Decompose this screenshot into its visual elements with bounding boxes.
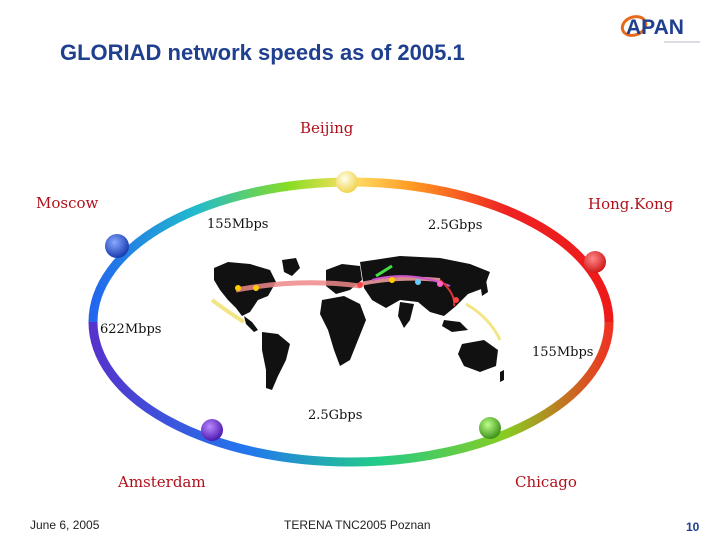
page-number: 10 — [686, 520, 700, 534]
world-map — [205, 250, 505, 400]
node-amsterdam — [201, 419, 223, 441]
city-label-beijing: Beijing — [300, 119, 354, 137]
link-speed-moscow-amsterdam: 622Mbps — [100, 322, 162, 337]
link-speed-beijing-hongkong: 2.5Gbps — [428, 218, 483, 233]
city-label-chicago: Chicago — [515, 473, 577, 491]
city-label-hongkong: Hong.Kong — [588, 195, 674, 213]
footer-date: June 6, 2005 — [30, 518, 100, 532]
city-label-moscow: Moscow — [36, 194, 99, 212]
node-moscow — [105, 234, 129, 258]
slide-title: GLORIAD network speeds as of 2005.1 — [60, 40, 465, 65]
node-chicago — [479, 417, 501, 439]
link-speed-hongkong-chicago: 155Mbps — [532, 345, 594, 360]
ring-lower-arc — [88, 321, 614, 467]
logo-text: APAN — [626, 16, 684, 39]
city-label-amsterdam: Amsterdam — [118, 473, 206, 491]
footer-event: TERENA TNC2005 Poznan — [284, 518, 431, 532]
node-hongkong — [584, 251, 606, 273]
link-speed-amsterdam-chicago: 2.5Gbps — [308, 408, 363, 423]
node-beijing — [336, 171, 358, 193]
apan-logo: APAN — [620, 15, 700, 43]
link-speed-moscow-beijing: 155Mbps — [207, 217, 269, 232]
